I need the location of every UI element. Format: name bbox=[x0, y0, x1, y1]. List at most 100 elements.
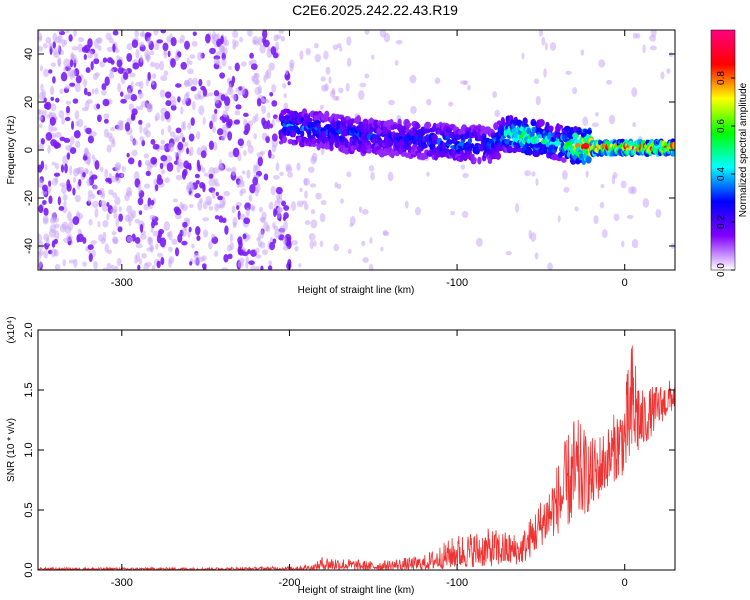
spectrogram-noise-cell bbox=[157, 252, 163, 258]
spectrogram-noise-cell bbox=[64, 225, 72, 234]
spectrogram-noise-cell bbox=[153, 221, 159, 226]
colorbar-label: Normalized spectral amplitude bbox=[738, 82, 749, 217]
spectrogram-noise-cell bbox=[585, 170, 589, 178]
spectrogram-noise-cell bbox=[301, 200, 308, 205]
spectrogram-noise-cell bbox=[249, 183, 256, 194]
spectrogram-noise-cell bbox=[206, 200, 212, 206]
spectrogram-noise-cell bbox=[116, 59, 123, 68]
spectrogram-noise-cell bbox=[268, 201, 274, 210]
spectrogram-noise-cell bbox=[346, 57, 352, 67]
spectrogram-noise-cell bbox=[611, 175, 616, 185]
spectrogram-noise-cell bbox=[42, 214, 49, 223]
spectrogram-noise-cell bbox=[229, 242, 235, 250]
spectrogram-noise-cell bbox=[194, 193, 201, 199]
spectrogram-noise-cell bbox=[524, 170, 531, 177]
spectrogram-noise-cell bbox=[139, 55, 143, 63]
spectrogram-noise-cell bbox=[220, 94, 226, 101]
spectrogram-noise-cell bbox=[256, 97, 262, 107]
spectrogram-ridge-cell bbox=[495, 152, 502, 160]
spectrogram-noise-cell bbox=[448, 101, 454, 107]
spectrogram-noise-cell bbox=[325, 66, 331, 75]
spectrogram-noise-cell bbox=[262, 30, 268, 39]
spectrogram-noise-cell bbox=[140, 100, 148, 108]
spectrogram-noise-cell bbox=[126, 205, 133, 213]
spectrogram-y-tick-label: 0 bbox=[23, 147, 35, 153]
spectrogram-noise-cell bbox=[121, 165, 126, 172]
spectrogram-noise-cell bbox=[261, 249, 269, 255]
spectrogram-noise-cell bbox=[40, 137, 45, 145]
spectrogram-noise-cell bbox=[38, 164, 43, 173]
spectrogram-noise-cell bbox=[190, 86, 197, 92]
spectrogram-noise-cell bbox=[110, 126, 116, 132]
spectrogram-noise-cell bbox=[649, 34, 657, 42]
spectrogram-noise-cell bbox=[129, 134, 134, 143]
spectrogram-noise-cell bbox=[409, 74, 417, 84]
spectrogram-noise-cell bbox=[245, 207, 250, 217]
spectrogram-noise-cell bbox=[224, 225, 229, 235]
spectrogram-noise-cell bbox=[38, 233, 42, 243]
spectrogram-noise-cell bbox=[101, 89, 107, 96]
spectrogram-ridge-cell bbox=[310, 121, 316, 128]
spectrogram-noise-cell bbox=[222, 110, 229, 118]
spectrogram-noise-cell bbox=[118, 206, 122, 212]
spectrogram-noise-cell bbox=[190, 117, 195, 126]
spectrogram-noise-cell bbox=[273, 175, 280, 180]
spectrogram-noise-cell bbox=[127, 88, 132, 96]
spectrogram-noise-cell bbox=[158, 228, 165, 235]
spectrogram-noise-cell bbox=[163, 50, 168, 59]
spectrogram-y-tick-label: 20 bbox=[23, 96, 35, 108]
spectrogram-noise-cell bbox=[215, 191, 219, 197]
spectrogram-noise-cell bbox=[332, 44, 339, 51]
spectrogram-noise-cell bbox=[59, 88, 64, 95]
spectrogram-noise-cell bbox=[61, 117, 66, 125]
spectrogram-noise-cell bbox=[163, 70, 169, 76]
spectrogram-noise-cell bbox=[213, 58, 220, 65]
spectrogram-noise-cell bbox=[111, 231, 117, 236]
spectrogram-noise-cell bbox=[113, 212, 118, 219]
spectrogram-noise-cell bbox=[289, 62, 294, 72]
spectrogram-noise-cell bbox=[71, 46, 79, 51]
spectrogram-noise-cell bbox=[310, 219, 318, 229]
spectrogram-noise-cell bbox=[115, 218, 120, 228]
spectrogram-noise-cell bbox=[108, 189, 114, 196]
colorbar-tick-label: 0.2 bbox=[716, 215, 727, 229]
spectrogram-noise-cell bbox=[395, 39, 403, 45]
spectrogram-noise-cell bbox=[267, 265, 273, 270]
spectrogram-noise-cell bbox=[81, 46, 88, 53]
spectrogram-noise-cell bbox=[426, 98, 432, 106]
spectrogram-ridge-cell bbox=[296, 127, 301, 135]
snr-x-tick-label: -100 bbox=[446, 577, 468, 589]
spectrogram-noise-cell bbox=[271, 133, 278, 142]
spectrogram-noise-cell bbox=[116, 122, 124, 131]
spectrogram-noise-cell bbox=[120, 91, 124, 97]
spectrogram-noise-cell bbox=[124, 214, 130, 223]
spectrogram-noise-cell bbox=[255, 265, 260, 270]
spectrogram-ridge-cell bbox=[306, 130, 312, 135]
spectrogram-noise-cell bbox=[74, 82, 81, 93]
spectrogram-noise-cell bbox=[143, 203, 150, 211]
spectrogram-noise-cell bbox=[304, 220, 311, 226]
spectrogram-noise-cell bbox=[290, 201, 297, 212]
spectrogram-noise-cell bbox=[162, 160, 168, 167]
spectrogram-noise-cell bbox=[177, 96, 181, 103]
spectrogram-noise-cell bbox=[253, 72, 258, 78]
spectrogram-noise-cell bbox=[50, 103, 57, 112]
spectrogram-x-tick-label: -300 bbox=[111, 277, 133, 289]
spectrogram-noise-cell bbox=[69, 165, 73, 176]
spectrogram-noise-cell bbox=[53, 172, 61, 177]
spectrogram-noise-cell bbox=[108, 72, 115, 79]
spectrogram-ridge-cell bbox=[529, 131, 535, 138]
spectrogram-noise-cell bbox=[242, 233, 247, 240]
spectrogram-noise-cell bbox=[534, 252, 539, 260]
spectrogram-noise-cell bbox=[117, 67, 125, 75]
spectrogram-ridge-cell bbox=[547, 131, 553, 140]
spectrogram-noise-cell bbox=[111, 236, 118, 244]
spectrogram-noise-cell bbox=[217, 195, 224, 201]
spectrogram-noise-cell bbox=[52, 32, 58, 43]
spectrogram-ridge-cell bbox=[582, 142, 590, 148]
spectrogram-noise-cell bbox=[137, 159, 142, 168]
spectrogram-noise-cell bbox=[75, 140, 81, 149]
spectrogram-noise-cell bbox=[77, 166, 85, 174]
spectrogram-noise-cell bbox=[227, 131, 233, 141]
snr-y-tick-label: 2.0 bbox=[23, 322, 35, 337]
